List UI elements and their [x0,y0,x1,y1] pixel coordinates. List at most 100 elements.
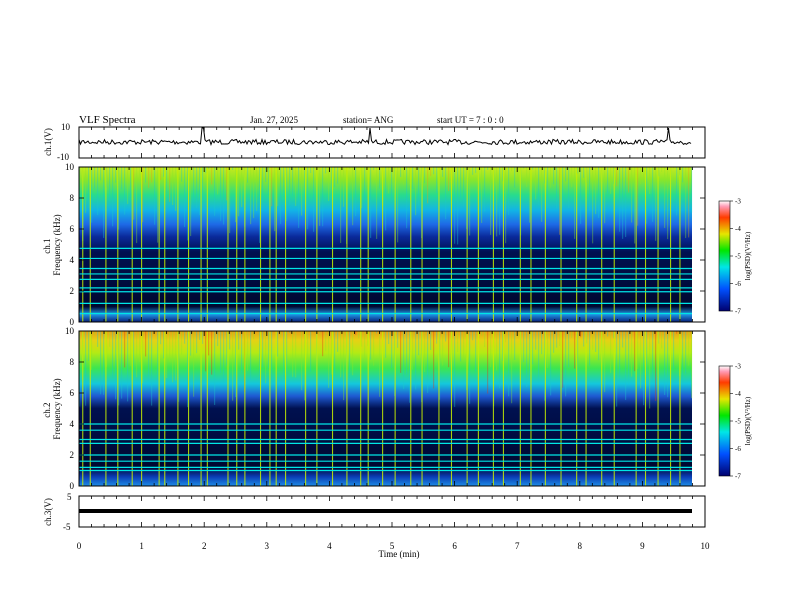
spectral-noise-column [343,167,345,207]
spectral-noise-column [604,167,606,224]
spectral-noise-column [130,167,132,198]
spectral-noise-column [217,331,219,347]
spectral-noise-column [280,167,282,224]
spectral-noise-column [583,331,585,347]
spectral-noise-column [259,331,261,385]
spectral-noise-column [196,331,198,354]
spectral-noise-column [280,331,282,338]
spectral-noise-column [499,167,501,235]
spectral-noise-column [376,167,378,239]
spectral-noise-column [454,331,456,407]
spectral-noise-column [193,167,195,202]
spectral-noise-column [163,167,165,177]
spectral-noise-column [529,167,531,223]
ch1-waveform-trace [78,127,692,146]
spectral-noise-column [565,167,567,182]
x-tick-label: 1 [139,541,144,551]
spectral-noise-column [628,167,630,193]
spectral-noise-column [535,167,537,200]
x-tick-label: 8 [578,541,583,551]
start-time-label: start UT = 7 : 0 : 0 [437,115,504,125]
y-tick-label: 2 [70,286,75,296]
spectral-noise-column [505,167,507,244]
ch2-colorbar [718,365,731,477]
y-tick-label: 2 [70,450,75,460]
spectral-noise-column [139,331,141,363]
spectral-noise-column [592,331,594,350]
spectral-noise-column [172,331,174,383]
spectral-noise-column [574,167,576,239]
spectral-noise-column [139,167,141,182]
spectral-noise-column [172,167,174,206]
spectral-noise-column [199,331,201,341]
spectral-noise-column [634,331,636,372]
spectral-noise-column [673,167,675,169]
ch3-x-ticks [78,496,706,527]
spectral-noise-column [367,331,369,347]
spectral-noise-column [460,331,462,362]
spectral-noise-column [136,167,138,244]
spectral-noise-column [550,167,552,188]
spectral-noise-column [580,331,582,338]
y-tick-label: 0 [70,481,75,491]
spectral-noise-column [481,331,483,336]
ch2-colorbar-label: log(PSD)(V²/Hz) [744,396,752,445]
spectral-noise-column [562,331,564,388]
spectral-noise-column [217,167,219,195]
spectral-noise-column [646,331,648,387]
spectral-noise-column [613,331,615,339]
spectral-noise-column [118,167,120,230]
spectral-noise-column [427,331,429,393]
spectral-noise-column [160,167,162,181]
spectral-noise-column [229,331,231,350]
ch1-spectrogram-ylabel-line1: ch.1 [42,239,52,254]
spectral-noise-column [637,331,639,370]
spectral-noise-column [397,167,399,243]
spectral-noise-column [322,167,324,227]
spectral-noise-column [517,167,519,181]
spectral-noise-column [514,167,516,188]
spectral-noise-column [271,167,273,207]
spectral-noise-column [541,331,543,355]
spectral-noise-column [574,331,576,369]
spectral-noise-column [151,331,153,406]
spectral-noise-column [571,331,573,339]
spectral-noise-column [610,331,612,373]
spectral-noise-column [667,331,669,398]
spectral-noise-column [340,167,342,244]
spectral-noise-column [376,331,378,334]
colorbar-tick-label: -5 [735,418,741,426]
spectral-noise-column [514,331,516,360]
spectral-noise-column [445,167,447,220]
spectral-noise-column [304,331,306,401]
spectral-noise-column [556,167,558,209]
spectral-noise-column [430,331,432,350]
spectral-noise-column [499,331,501,389]
y-tick-label: 6 [70,388,75,398]
ch1-colorbar-label: log(PSD)(V²/Hz) [744,231,752,280]
spectral-noise-column [406,167,408,229]
spectral-noise-column [385,167,387,231]
spectral-noise-column [469,167,471,236]
spectral-noise-column [169,331,171,362]
spectral-noise-column [655,167,657,241]
spectral-noise-column [301,331,303,391]
spectral-noise-column [565,331,567,397]
spectral-noise-column [661,167,663,172]
spectral-noise-column [109,331,111,347]
spectral-noise-column [235,167,237,223]
spectral-noise-column [391,331,393,368]
spectral-noise-column [682,167,684,183]
spectral-noise-column [544,331,546,401]
colorbar-tick-label: -3 [735,198,741,206]
spectral-noise-column [193,331,195,397]
spectral-noise-column [337,331,339,352]
colorbar-tick-label: -5 [735,253,741,261]
spectral-noise-column [352,331,354,376]
spectral-noise-column [256,167,258,211]
spectral-noise-column [430,167,432,177]
y-tick-label: 10 [65,162,75,172]
spectral-noise-column [619,167,621,232]
spectral-noise-column [439,331,441,400]
